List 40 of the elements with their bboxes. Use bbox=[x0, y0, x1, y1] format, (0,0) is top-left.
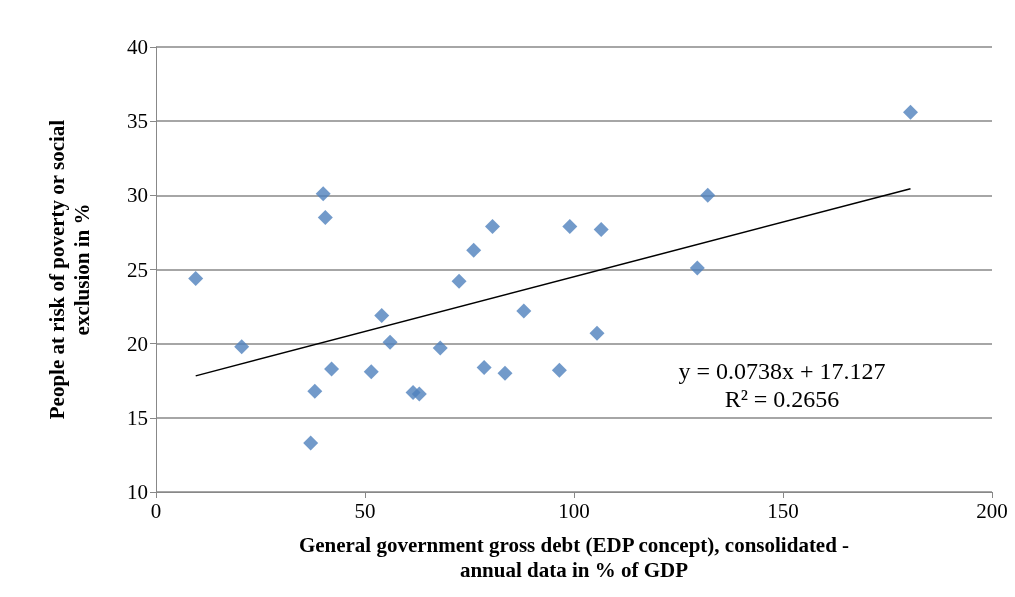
x-tick-label: 0 bbox=[150, 498, 162, 523]
point bbox=[382, 334, 398, 350]
y-tick-label: 35 bbox=[127, 109, 148, 134]
x-axis-title: General government gross debt (EDP concept), consolidated - annual data in % of GDP bbox=[298, 532, 850, 582]
point bbox=[497, 365, 513, 381]
point bbox=[188, 270, 204, 286]
point bbox=[451, 273, 467, 289]
annotation: y = 0.0738x + 17.127 R² = 0.2656 bbox=[678, 358, 886, 412]
point bbox=[432, 340, 448, 356]
point bbox=[593, 221, 609, 237]
point bbox=[476, 359, 492, 375]
point bbox=[589, 325, 605, 341]
point bbox=[466, 242, 482, 258]
y-tick-label: 20 bbox=[127, 331, 148, 356]
y-tick-label: 40 bbox=[127, 35, 148, 59]
x-tick-label: 100 bbox=[558, 498, 590, 523]
point bbox=[234, 339, 250, 355]
point bbox=[551, 362, 567, 378]
point bbox=[484, 218, 500, 234]
point bbox=[324, 361, 340, 377]
point bbox=[363, 364, 379, 380]
y-tick-label: 25 bbox=[127, 257, 148, 282]
point bbox=[689, 260, 705, 276]
point bbox=[902, 104, 918, 120]
point bbox=[700, 187, 716, 203]
point bbox=[516, 303, 532, 319]
point bbox=[315, 186, 331, 202]
y-tick-label: 15 bbox=[127, 405, 148, 430]
point bbox=[317, 210, 333, 226]
y-tick-label: 30 bbox=[127, 183, 148, 208]
point bbox=[303, 435, 319, 451]
point bbox=[374, 307, 390, 323]
x-tick-label: 200 bbox=[976, 498, 1008, 523]
x-tick-label: 50 bbox=[354, 498, 376, 523]
point bbox=[411, 386, 427, 402]
x-tick-label: 150 bbox=[767, 498, 799, 523]
y-axis-title: People at risk of poverty or social exclusion in % bbox=[44, 119, 94, 420]
point bbox=[562, 218, 578, 234]
point bbox=[307, 383, 323, 399]
y-tick-label: 10 bbox=[127, 480, 148, 504]
